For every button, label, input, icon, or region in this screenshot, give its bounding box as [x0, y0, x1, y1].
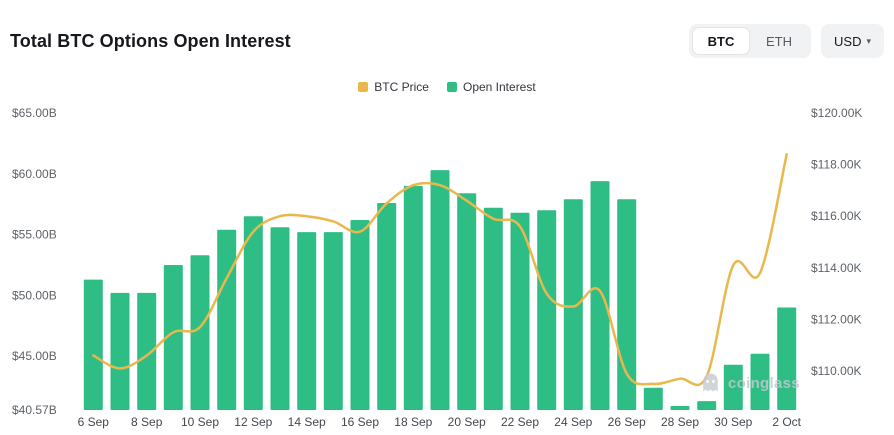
left-axis-tick: $55.00B [12, 228, 57, 242]
open-interest-bar[interactable] [483, 207, 503, 410]
x-axis-tick: 20 Sep [448, 415, 486, 429]
open-interest-bar[interactable] [190, 255, 210, 410]
open-interest-bar[interactable] [323, 232, 343, 410]
open-interest-bar[interactable] [403, 185, 423, 410]
x-axis-tick: 14 Sep [288, 415, 326, 429]
open-interest-bar[interactable] [670, 406, 690, 410]
x-axis-tick: 12 Sep [234, 415, 272, 429]
chart-header: Total BTC Options Open Interest BTC ETH … [0, 24, 894, 58]
left-axis-tick: $60.00B [12, 167, 57, 181]
open-interest-bar[interactable] [777, 307, 797, 411]
open-interest-bar[interactable] [643, 387, 663, 410]
open-interest-bar[interactable] [297, 232, 317, 410]
open-interest-bar[interactable] [510, 212, 530, 410]
right-axis-tick: $118.00K [811, 158, 862, 172]
right-axis-tick: $120.00K [811, 106, 862, 120]
open-interest-bar[interactable] [217, 229, 237, 410]
left-axis-tick: $45.00B [12, 349, 57, 363]
currency-label: USD [834, 33, 862, 49]
right-axis-tick: $114.00K [811, 261, 862, 275]
open-interest-bar[interactable] [697, 401, 717, 410]
x-axis-tick: 18 Sep [394, 415, 432, 429]
open-interest-bar[interactable] [137, 292, 157, 410]
legend-item-open-interest[interactable]: Open Interest [446, 80, 536, 94]
open-interest-bar[interactable] [163, 265, 183, 410]
right-axis-tick: $110.00K [811, 364, 862, 378]
open-interest-swatch [446, 82, 457, 92]
x-axis-tick: 28 Sep [661, 415, 699, 429]
x-axis-tick: 8 Sep [131, 415, 163, 429]
x-axis-tick: 22 Sep [501, 415, 539, 429]
btc-price-swatch [358, 82, 369, 92]
open-interest-bar[interactable] [243, 216, 263, 410]
currency-dropdown[interactable]: USD ▾ [821, 24, 884, 58]
open-interest-bar[interactable] [350, 220, 370, 410]
x-axis-tick: 10 Sep [181, 415, 219, 429]
x-axis-tick: 24 Sep [554, 415, 592, 429]
open-interest-bar[interactable] [723, 364, 743, 410]
x-axis-tick: 16 Sep [341, 415, 379, 429]
toggle-btc-button[interactable]: BTC [692, 27, 751, 55]
x-axis-tick: 2 Oct [772, 415, 801, 429]
page-title: Total BTC Options Open Interest [10, 30, 291, 51]
open-interest-bar[interactable] [377, 203, 397, 410]
chevron-down-icon: ▾ [866, 35, 871, 46]
open-interest-bar[interactable] [537, 210, 557, 410]
open-interest-bar[interactable] [430, 170, 450, 410]
open-interest-bar[interactable] [270, 227, 290, 410]
open-interest-bar[interactable] [457, 193, 477, 410]
chart-controls: BTC ETH USD ▾ [689, 24, 884, 58]
coin-toggle: BTC ETH [689, 24, 812, 58]
legend-item-btc-price[interactable]: BTC Price [358, 80, 429, 94]
open-interest-bar[interactable] [110, 292, 130, 410]
btc-price-line [92, 153, 788, 387]
right-axis-tick: $112.00K [811, 312, 862, 326]
open-interest-bar[interactable] [563, 199, 583, 410]
open-interest-bar[interactable] [617, 199, 637, 410]
left-axis-tick: $40.57B [12, 403, 57, 417]
x-axis-tick: 30 Sep [714, 415, 752, 429]
legend-label: Open Interest [462, 80, 536, 94]
toggle-eth-button[interactable]: ETH [750, 27, 808, 55]
open-interest-bar[interactable] [83, 279, 103, 410]
x-axis-tick: 26 Sep [608, 415, 646, 429]
x-axis-tick: 6 Sep [78, 415, 110, 429]
left-axis-tick: $65.00B [12, 106, 57, 120]
right-axis-tick: $116.00K [811, 209, 862, 223]
open-interest-bar[interactable] [590, 181, 610, 410]
legend-label: BTC Price [374, 80, 429, 94]
left-axis-tick: $50.00B [12, 288, 57, 302]
chart-legend: BTC Price Open Interest [0, 80, 894, 94]
open-interest-bar[interactable] [750, 353, 770, 410]
